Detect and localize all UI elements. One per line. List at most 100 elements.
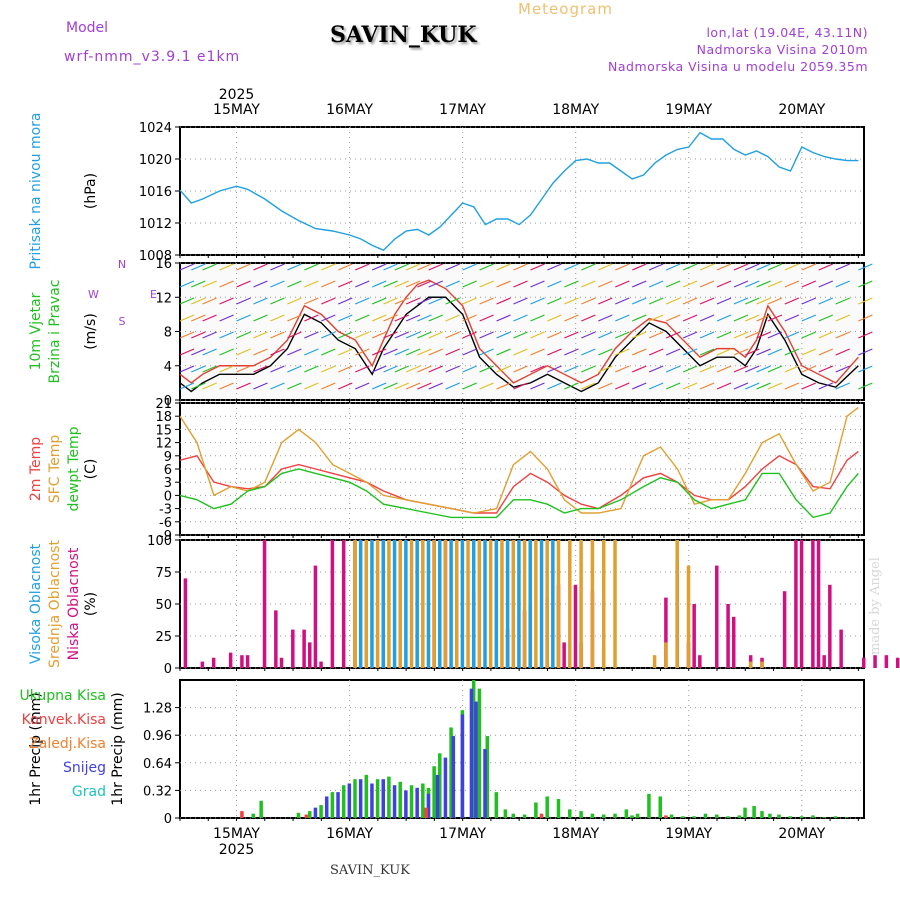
wind-barb: [202, 280, 217, 288]
wind-barb: [801, 263, 817, 271]
wind-barb: [321, 331, 336, 339]
wind-barb: [547, 297, 562, 305]
wind-barb: [479, 297, 494, 305]
data-bar: [183, 578, 188, 668]
panel-frame: [179, 539, 865, 669]
data-bar: [511, 540, 516, 668]
y-tick-label: 75: [155, 566, 172, 581]
wind-barb: [648, 365, 664, 373]
data-bar: [460, 714, 465, 818]
wind-barb: [355, 331, 370, 339]
data-bar: [669, 814, 674, 818]
y-tick-label: 0: [164, 662, 172, 677]
wind-barb: [287, 365, 302, 373]
wind-barb: [236, 314, 251, 322]
wind-barb: [445, 263, 460, 271]
wind-barb: [394, 365, 410, 373]
wind-barb: [699, 314, 715, 322]
wind-barb: [338, 365, 353, 373]
data-bar: [658, 796, 662, 818]
x-tick-label-bottom: 19MAY: [665, 826, 712, 842]
y-tick-label: 8: [164, 326, 172, 341]
wind-barb: [287, 263, 302, 271]
wind-barb: [835, 280, 850, 288]
wind-barb: [321, 263, 336, 271]
precip-legend-item: Ukupna Kisa: [19, 688, 106, 704]
wind-barb: [355, 365, 370, 373]
data-bar: [664, 642, 668, 668]
wind-barb: [598, 280, 613, 288]
wind-barb: [756, 382, 771, 390]
data-bar: [424, 807, 428, 818]
y-tick-label: 1.28: [143, 702, 172, 717]
wind-barb: [236, 348, 251, 356]
wind-barb: [513, 331, 528, 339]
data-bar: [613, 813, 617, 818]
wind-barb: [270, 263, 285, 271]
wind-barb: [835, 297, 850, 305]
wind-barb: [253, 365, 268, 373]
wind-barb: [648, 297, 664, 305]
data-bar: [534, 802, 538, 818]
wind-barb: [665, 297, 681, 305]
wind-barb: [304, 263, 319, 271]
wind-barb: [745, 280, 760, 288]
wind-barb: [699, 348, 715, 356]
data-bar: [415, 540, 419, 668]
data-bar: [483, 749, 487, 818]
wind-barb: [756, 297, 771, 305]
wind-barb: [202, 314, 217, 322]
wind-barb: [253, 263, 268, 271]
wind-barb: [530, 280, 545, 288]
data-bar: [545, 540, 549, 668]
wind-barb: [191, 280, 206, 288]
data-bar: [517, 540, 521, 668]
wind-barb: [581, 314, 596, 322]
data-bar: [228, 652, 233, 668]
wind-barb: [564, 297, 579, 305]
wind-barb: [818, 297, 834, 305]
wind-barb: [417, 382, 432, 390]
data-bar: [703, 813, 708, 818]
wind-barb: [219, 365, 234, 373]
data-bar: [698, 655, 702, 668]
data-bar: [692, 604, 696, 668]
wind-barb: [479, 263, 494, 271]
data-bar: [421, 783, 425, 818]
wind-barb: [682, 263, 698, 271]
wind-barb: [631, 365, 647, 373]
wind-barb: [733, 263, 749, 271]
wind-barb: [270, 382, 285, 390]
data-bar: [426, 540, 431, 668]
wind-barb: [581, 280, 596, 288]
wind-barb: [801, 365, 817, 373]
wind-barb: [191, 365, 206, 373]
wind-barb: [428, 263, 443, 271]
wind-barb: [383, 297, 398, 305]
wind-barb: [716, 365, 732, 373]
data-bar: [579, 540, 583, 668]
wind-barb: [445, 382, 460, 390]
data-bar: [347, 783, 352, 818]
data-bar: [556, 799, 561, 818]
data-bar: [539, 813, 544, 818]
wind-barb: [496, 297, 511, 305]
year-label-bottom: 2025: [219, 842, 255, 858]
wind-barb: [338, 280, 353, 288]
wind-barb: [682, 365, 698, 373]
x-tick-label-bottom: 17MAY: [439, 826, 486, 842]
wind-barb: [733, 314, 749, 322]
wind-barb: [745, 365, 760, 373]
data-bar: [534, 540, 538, 668]
data-bar: [590, 540, 595, 668]
data-bar: [324, 796, 329, 818]
wind-barb: [394, 297, 410, 305]
data-bar: [375, 540, 380, 668]
data-bar: [743, 807, 747, 818]
precip-legend-item: Zaledj.Kisa: [29, 736, 106, 752]
wind-barb: [496, 365, 511, 373]
wind-barb: [191, 263, 206, 271]
wind-barb: [496, 263, 511, 271]
y-tick-label: 12: [155, 291, 172, 306]
panel-title: Brzina i Pravac: [47, 280, 63, 384]
